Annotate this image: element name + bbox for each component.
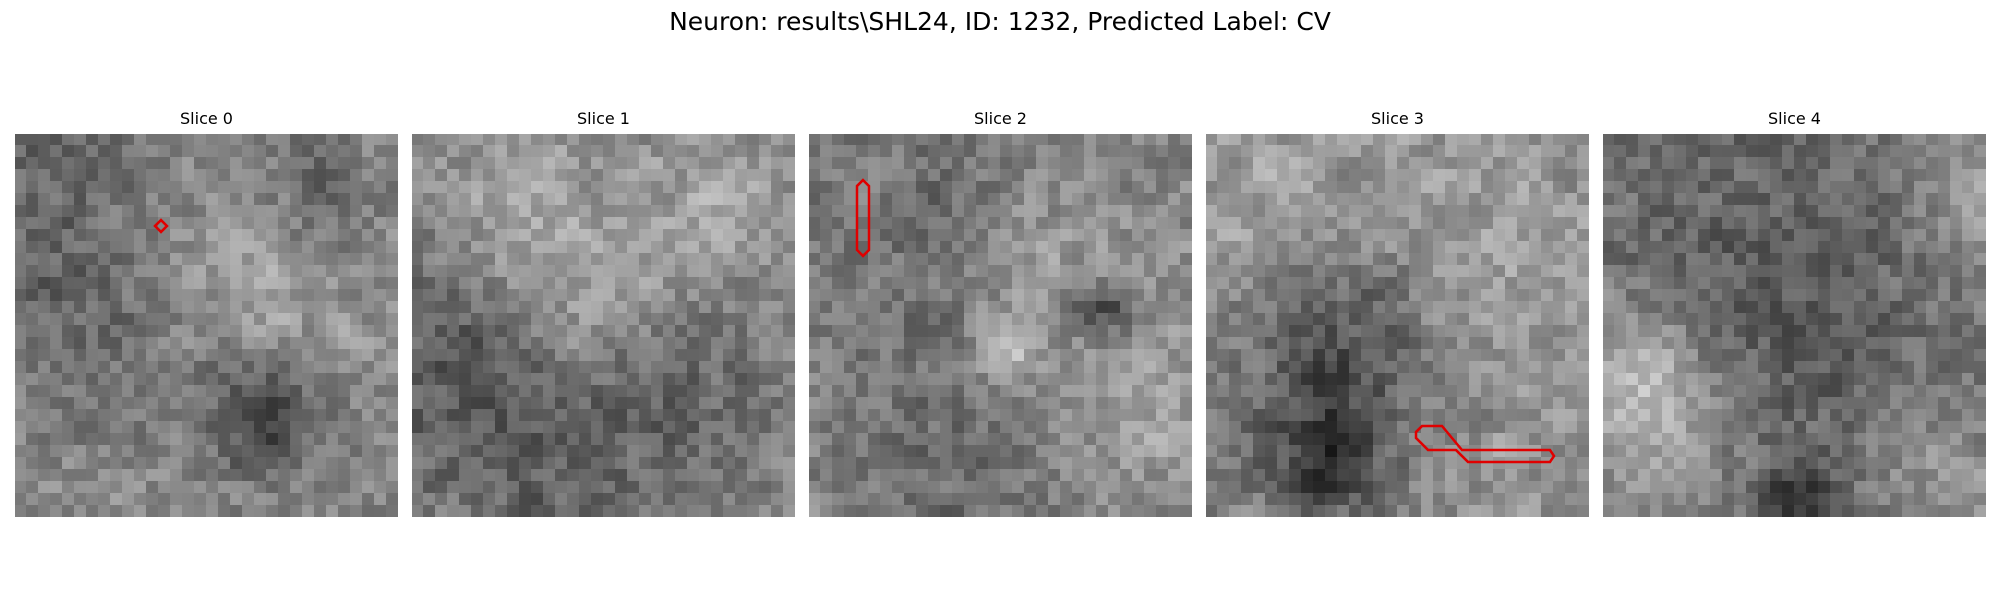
slice-title-0: Slice 0	[180, 109, 233, 128]
slice-image-4	[1603, 134, 1986, 517]
slice-image-0	[15, 134, 398, 517]
slice-image-1	[412, 134, 795, 517]
slice-image-2	[809, 134, 1192, 517]
slice-panel-4: Slice 4	[1603, 108, 1986, 517]
slice-panel-0: Slice 0	[15, 108, 398, 517]
figure-title: Neuron: results\SHL24, ID: 1232, Predict…	[669, 7, 1331, 36]
slice-title-2: Slice 2	[974, 109, 1027, 128]
slice-title-3: Slice 3	[1371, 109, 1424, 128]
slice-title-4: Slice 4	[1768, 109, 1821, 128]
slice-panel-3: Slice 3	[1206, 108, 1589, 517]
slice-title-1: Slice 1	[577, 109, 630, 128]
slice-image-3	[1206, 134, 1589, 517]
slice-panel-1: Slice 1	[412, 108, 795, 517]
slice-panel-2: Slice 2	[809, 108, 1192, 517]
